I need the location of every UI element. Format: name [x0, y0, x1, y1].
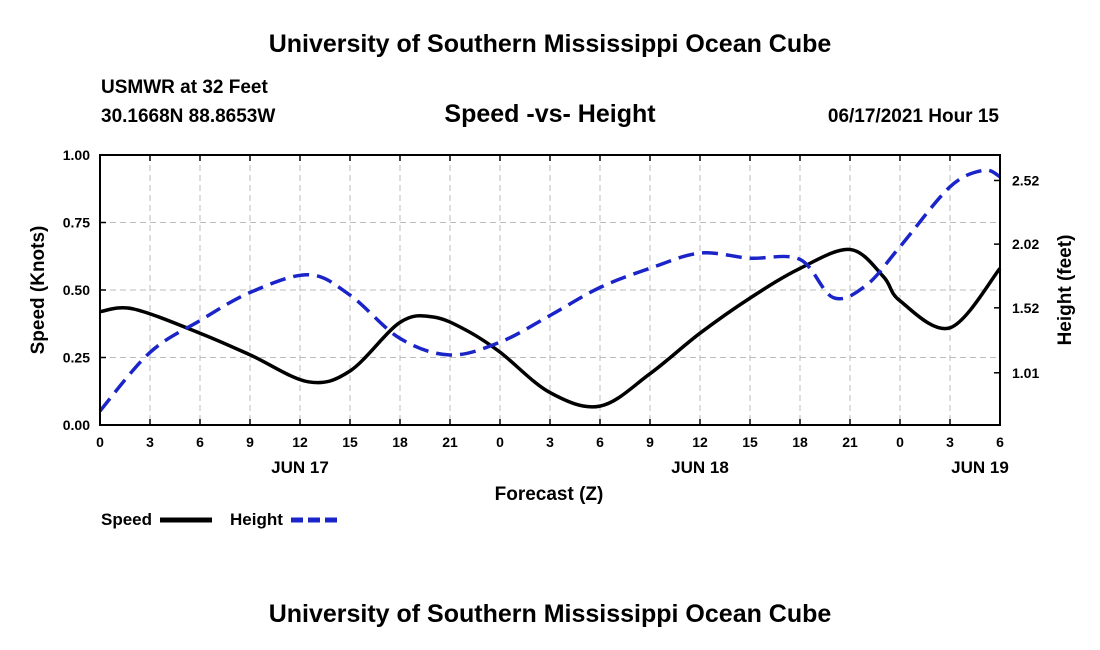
x-tick-label: 21: [842, 434, 858, 450]
y2-axis-title: Height (feet): [1055, 235, 1076, 346]
y2-tick-label: 1.52: [1012, 300, 1039, 316]
y2-tick-label: 2.52: [1012, 172, 1039, 188]
x-tick-label: 6: [996, 434, 1004, 450]
x-tick-label: 3: [146, 434, 154, 450]
x-tick-label: 0: [496, 434, 504, 450]
chart-title: University of Southern Mississippi Ocean…: [268, 30, 832, 58]
x-tick-label: 18: [392, 434, 408, 450]
chart-subtitle: Speed -vs- Height: [444, 100, 656, 128]
legend: Speed Height: [101, 510, 342, 529]
x-tick-label: 9: [646, 434, 654, 450]
x-axis-title: Forecast (Z): [495, 484, 604, 505]
x-tick-label: 15: [742, 434, 758, 450]
y-axis-title: Speed (Knots): [28, 226, 49, 355]
x-tick-label: 0: [896, 434, 904, 450]
y-tick-label: 0.00: [63, 417, 90, 433]
axes: 0 3 6 9 12 15 18 21 0 3 6 9 12 15 18 21 0 3 6 JUN 17 JUN 18 J…: [63, 147, 1040, 477]
grid: [100, 155, 1000, 425]
x-tick-label: 6: [596, 434, 604, 450]
x-tick-label: 12: [292, 434, 308, 450]
series-line-speed: [99, 247, 1002, 409]
x-date-label: JUN 17: [271, 458, 329, 477]
forecast-datetime: 06/17/2021 Hour 15: [827, 106, 999, 127]
series-layer: [98, 168, 1002, 413]
x-tick-label: 3: [946, 434, 954, 450]
x-tick-label: 12: [692, 434, 708, 450]
legend-label-height: Height: [230, 510, 283, 529]
legend-label-speed: Speed: [101, 510, 152, 529]
x-tick-label: 18: [792, 434, 808, 450]
footer-title: University of Southern Mississippi Ocean…: [268, 600, 832, 628]
x-tick-label: 3: [546, 434, 554, 450]
x-date-label: JUN 18: [671, 458, 729, 477]
x-tick-label: 6: [196, 434, 204, 450]
y-tick-label: 0.50: [63, 282, 90, 298]
y-tick-label: 1.00: [63, 147, 90, 163]
station-label: USMWR at 32 Feet: [101, 77, 268, 98]
x-tick-label: 9: [246, 434, 254, 450]
x-tick-label: 15: [342, 434, 358, 450]
y-tick-label: 0.25: [63, 350, 90, 366]
y2-tick-label: 1.01: [1012, 365, 1039, 381]
x-tick-label: 0: [96, 434, 104, 450]
y-tick-label: 0.75: [63, 215, 90, 231]
x-date-label: JUN 19: [951, 458, 1009, 477]
y2-tick-label: 2.02: [1012, 236, 1039, 252]
x-tick-label: 21: [442, 434, 458, 450]
series-line-height: [98, 168, 1001, 413]
station-coordinates: 30.1668N 88.8653W: [101, 106, 276, 127]
